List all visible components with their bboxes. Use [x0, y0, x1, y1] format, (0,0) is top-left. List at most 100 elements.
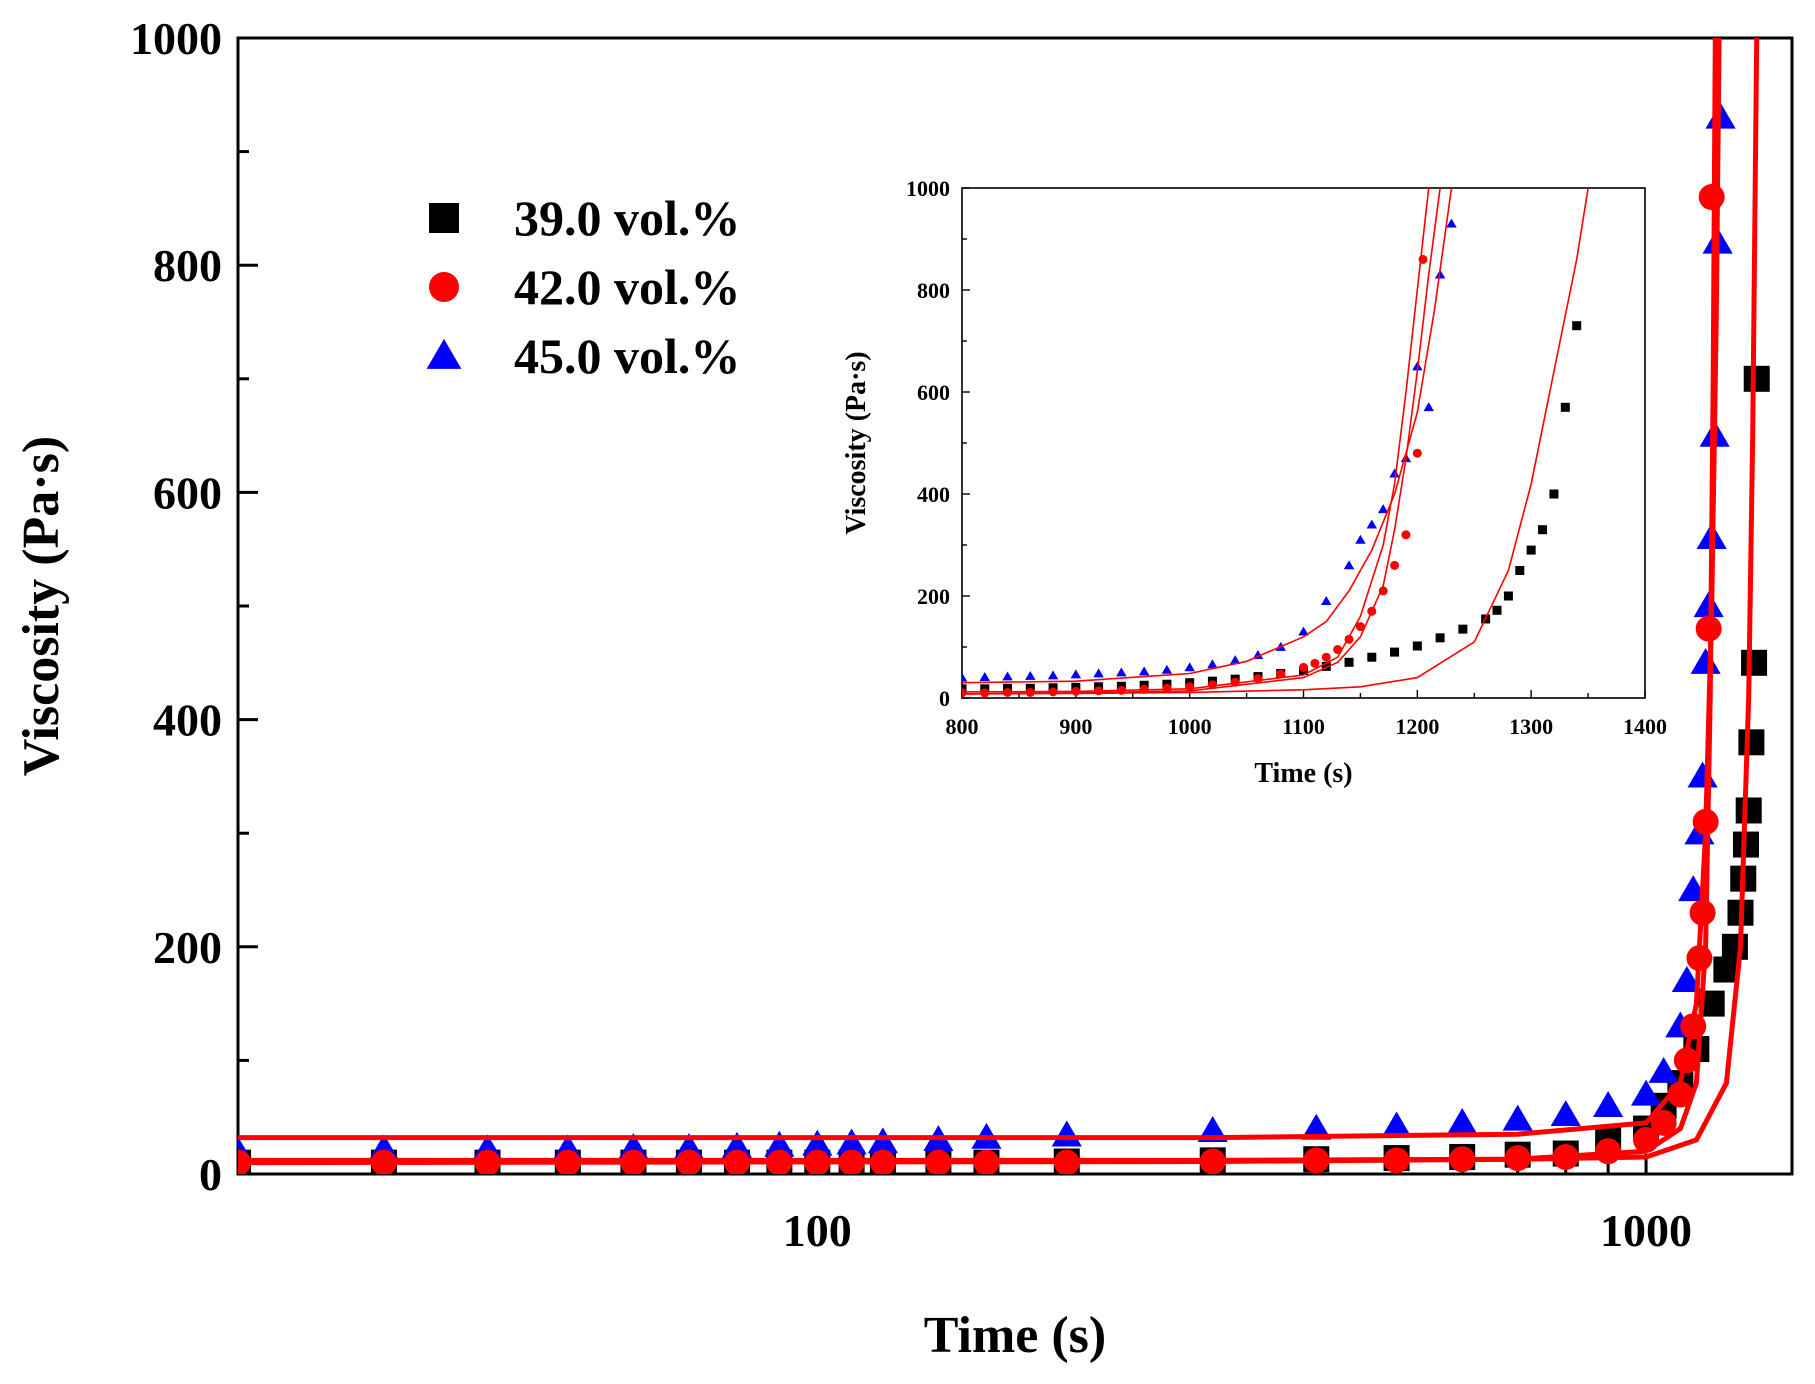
- inset-point-1: [1390, 647, 1400, 657]
- inset-point-1: [1572, 321, 1582, 331]
- main-point-3: [836, 1128, 867, 1155]
- y-tick-label: 800: [153, 240, 222, 291]
- inset-point-3: [1366, 519, 1378, 529]
- inset-plot: 0 200 400 600 800 1000 800 900 1000 1100 1200 1300 1…: [841, 176, 1667, 789]
- inset-point-1: [1344, 657, 1354, 667]
- inset-point-3: [1389, 468, 1400, 478]
- inset-point-3: [1229, 655, 1241, 665]
- inset-point-2: [1299, 662, 1308, 672]
- inset-y-tick-label: 600: [917, 380, 950, 405]
- inset-y-tick-label: 200: [917, 584, 950, 609]
- inset-point-3: [1093, 668, 1104, 678]
- legend-marker-3: [426, 338, 462, 369]
- inset-point-3: [1184, 662, 1195, 672]
- inset-y-tick-label: 1000: [906, 176, 950, 201]
- inset-x-tick-label: 1300: [1509, 714, 1553, 739]
- main-point-1: [1738, 729, 1765, 756]
- inset-fit-curve-2: [962, 188, 1441, 695]
- main-point-3: [1550, 1100, 1581, 1127]
- inset-x-tick-label: 1100: [1282, 714, 1325, 739]
- legend-label: 45.0 vol.%: [514, 328, 740, 384]
- inset-point-1: [1321, 661, 1331, 671]
- inset-point-3: [1138, 666, 1150, 676]
- inset-point-2: [1355, 622, 1365, 632]
- inset-x-tick-label: 1400: [1623, 714, 1667, 739]
- x-axis-label: Time (s): [924, 1307, 1106, 1364]
- y-tick-label: 200: [153, 922, 222, 973]
- inset-point-2: [962, 688, 967, 698]
- main-point-3: [1593, 1091, 1624, 1117]
- main-point-1: [1721, 933, 1748, 960]
- main-point-3: [764, 1130, 795, 1157]
- inset-point-1: [1515, 566, 1525, 575]
- inset-point-3: [1070, 669, 1082, 679]
- inset-point-1: [1549, 489, 1559, 499]
- inset-y-axis-label: Viscosity (Pa·s): [841, 351, 872, 534]
- inset-point-3: [1298, 626, 1309, 636]
- inset-point-3: [1025, 670, 1036, 680]
- inset-point-3: [1377, 504, 1389, 514]
- main-point-3: [1671, 966, 1702, 992]
- inset-point-2: [1390, 560, 1400, 570]
- legend-label: 39.0 vol.%: [514, 190, 740, 246]
- main-point-3: [1301, 1113, 1332, 1140]
- inset-point-3: [1161, 664, 1173, 674]
- legend-label: 42.0 vol.%: [514, 259, 740, 315]
- inset-point-2: [1230, 677, 1240, 687]
- inset-x-tick-label: 1200: [1395, 714, 1439, 739]
- y-tick-label: 1000: [130, 13, 222, 64]
- inset-point-2: [1310, 658, 1320, 668]
- legend-marker-2: [429, 272, 459, 302]
- main-point-1: [1741, 649, 1768, 676]
- x-tick-label: 100: [783, 1205, 852, 1256]
- inset-point-2: [1401, 530, 1411, 540]
- inset-point-3: [1321, 595, 1332, 605]
- main-point-3: [1630, 1079, 1662, 1106]
- main-point-2: [1698, 184, 1725, 211]
- inset-point-1: [1526, 545, 1536, 555]
- inset-x-tick-label: 800: [946, 714, 979, 739]
- y-tick-label: 400: [153, 695, 222, 746]
- y-tick-label: 0: [199, 1149, 222, 1200]
- inset-point-3: [1343, 560, 1355, 570]
- inset-point-1: [1435, 633, 1445, 643]
- main-point-3: [1502, 1104, 1533, 1131]
- legend-marker-1: [429, 203, 459, 233]
- inset-point-3: [979, 671, 990, 681]
- inset-point-1: [1412, 641, 1422, 651]
- inset-y-tick-label: 800: [917, 278, 950, 303]
- inset-point-2: [1412, 448, 1422, 458]
- inset-data-area: [962, 188, 1589, 698]
- inset-y-tick-label: 400: [917, 482, 950, 507]
- inset-point-3: [1423, 402, 1434, 412]
- inset-point-1: [1367, 652, 1377, 662]
- inset-point-3: [1047, 670, 1059, 680]
- inset-fit-curve-4: [962, 188, 1430, 693]
- y-tick-label: 600: [153, 467, 222, 518]
- inset-x-tick-label: 1000: [1168, 714, 1212, 739]
- inset-point-3: [1207, 659, 1218, 669]
- main-plot: 0 200 400 600 800 1000 100 1000 Time (s) Viscosit…: [13, 13, 1794, 1364]
- inset-y-tick-label: 0: [939, 686, 950, 711]
- inset-x-axis-label: Time (s): [1254, 758, 1352, 789]
- inset-fit-curve-3: [962, 188, 1453, 684]
- main-point-3: [1447, 1108, 1478, 1134]
- main-point-3: [867, 1127, 898, 1154]
- main-point-2: [1650, 1109, 1677, 1136]
- main-point-1: [1743, 365, 1770, 392]
- inset-point-1: [1492, 605, 1502, 615]
- main-point-3: [1648, 1056, 1679, 1083]
- main-point-1: [1735, 797, 1762, 824]
- inset-point-3: [1446, 218, 1457, 228]
- inset-point-3: [1002, 671, 1013, 681]
- main-data-area: [238, 38, 1770, 1174]
- inset-point-2: [1321, 652, 1331, 662]
- main-point-3: [1381, 1111, 1412, 1138]
- inset-point-1: [1538, 525, 1548, 535]
- inset-point-2: [1276, 669, 1286, 679]
- inset-fit-curve-1: [962, 188, 1589, 695]
- inset-point-3: [1116, 667, 1127, 677]
- inset-point-1: [962, 684, 967, 694]
- inset-point-3: [1355, 534, 1366, 544]
